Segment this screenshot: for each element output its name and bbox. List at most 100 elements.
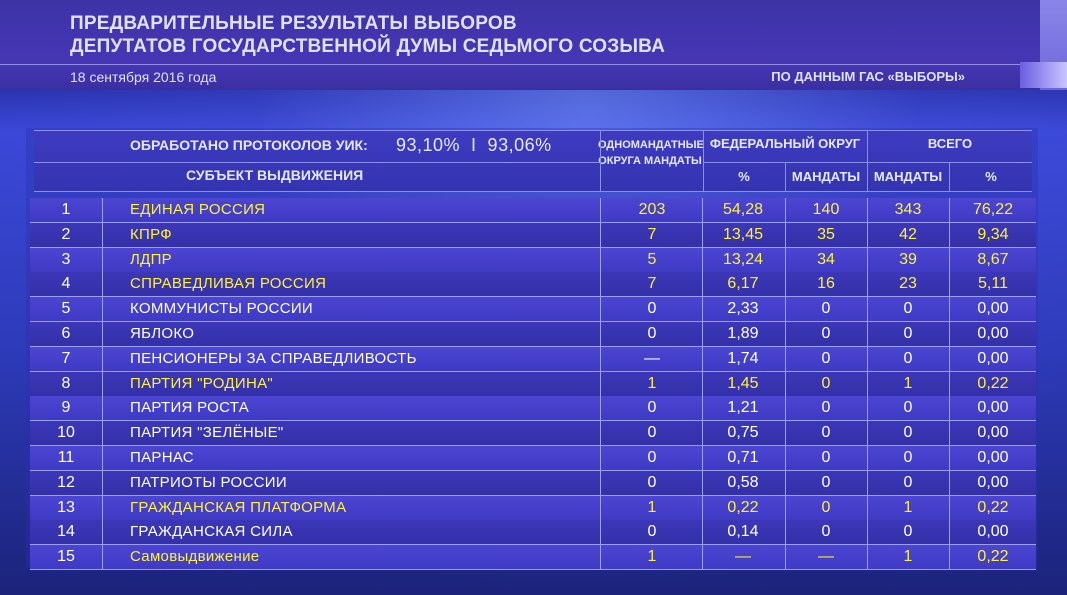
header-divider-v5 (949, 163, 950, 191)
table-row: 13 ГРАЖДАНСКАЯ ПЛАТФОРМА 1 0,22 0 1 0,22 (30, 495, 1036, 521)
single-mandates: 0 (647, 424, 657, 442)
party-name: Самовыдвижение (130, 548, 260, 566)
federal-mandates: 140 (812, 201, 840, 218)
table-row: 8 ПАРТИЯ "РОДИНА" 1 1,45 0 1 0,22 (30, 371, 1036, 397)
total-pct: 76,22 (972, 201, 1014, 218)
row-number: 8 (61, 374, 71, 392)
total-mandates: 39 (899, 250, 917, 268)
federal-mandates-header: МАНДАТЫ (791, 169, 861, 184)
header-divider-h1 (34, 162, 600, 163)
total-mandates: 0 (903, 424, 913, 442)
table-row: 14 ГРАЖДАНСКАЯ СИЛА 0 0,14 0 0 0,00 (30, 520, 1036, 546)
total-pct: 0,00 (977, 349, 1009, 367)
federal-pct: — (735, 548, 751, 566)
total-mandates: 0 (903, 449, 913, 466)
federal-pct: 2,33 (727, 300, 759, 318)
title-line-1: ПРЕДВАРИТЕЛЬНЫЕ РЕЗУЛЬТАТЫ ВЫБОРОВ (70, 13, 517, 34)
single-mandates: 1 (647, 498, 657, 516)
row-number: 12 (57, 473, 75, 491)
row-number: 6 (61, 325, 71, 342)
federal-mandates: 16 (817, 275, 835, 293)
total-pct: 0,22 (977, 374, 1009, 392)
total-mandates: 343 (894, 201, 922, 218)
row-number: 3 (61, 250, 71, 268)
total-pct: 0,22 (977, 498, 1009, 516)
subject-header: СУБЪЕКТ ВЫДВИЖЕНИЯ (186, 167, 364, 183)
table-row: 1 ЕДИНАЯ РОССИЯ 203 54,28 140 343 76,22 (30, 198, 1036, 223)
row-number: 4 (61, 275, 71, 293)
table-row: 3 ЛДПР 5 13,24 34 39 8,67 (30, 247, 1036, 273)
header-divider (0, 64, 1040, 65)
table-row: 10 ПАРТИЯ "ЗЕЛЁНЫЕ" 0 0,75 0 0 0,00 (30, 421, 1036, 447)
party-name: ПАРТИЯ "РОДИНА" (130, 374, 274, 392)
table-row: 11 ПАРНАС 0 0,71 0 0 0,00 (30, 446, 1036, 471)
total-mandates: 0 (903, 399, 913, 417)
table-row: 6 ЯБЛОКО 0 1,89 0 0 0,00 (30, 322, 1036, 347)
single-mandates: — (644, 349, 660, 367)
header-divider-v2 (703, 131, 704, 191)
single-mandate-header: ОДНОМАНДАТНЫЕ ОКРУГА МАНДАТЫ (598, 139, 704, 167)
total-pct: 0,22 (977, 548, 1009, 566)
total-mandates: 0 (903, 300, 913, 318)
total-pct: 0,00 (977, 523, 1009, 541)
total-mandates: 1 (903, 374, 913, 392)
federal-pct: 0,22 (727, 498, 759, 516)
single-mandates: 0 (647, 523, 657, 541)
total-mandates: 42 (899, 225, 917, 243)
row-number: 9 (61, 399, 71, 417)
single-mandates: 7 (647, 225, 657, 243)
total-mandates: 0 (903, 325, 913, 342)
federal-mandates: 0 (821, 399, 831, 417)
table-row: 15 Самовыдвижение 1 — — 1 0,22 (30, 545, 1036, 571)
federal-mandates: 0 (821, 473, 831, 491)
party-name: ПАТРИОТЫ РОССИИ (130, 473, 287, 491)
processed-label: ОБРАБОТАНО ПРОТОКОЛОВ УИК: (130, 137, 368, 153)
party-name: ЛДПР (130, 250, 172, 268)
federal-mandates: — (818, 548, 834, 566)
federal-mandates: 0 (821, 374, 831, 392)
total-pct: 0,00 (977, 473, 1009, 491)
party-name: ЯБЛОКО (130, 325, 195, 342)
single-mandates: 0 (647, 325, 657, 342)
single-mandates: 7 (647, 275, 657, 293)
header-divider-v4 (785, 163, 786, 191)
column-divider (785, 198, 786, 570)
party-name: ЕДИНАЯ РОССИЯ (130, 201, 266, 218)
federal-mandates: 0 (821, 349, 831, 367)
total-mandates: 0 (903, 349, 913, 367)
row-number: 14 (57, 523, 75, 541)
source-label: ПО ДАННЫМ ГАС «ВЫБОРЫ» (771, 69, 965, 84)
total-mandates-header: МАНДАТЫ (873, 169, 943, 184)
party-name: СПРАВЕДЛИВАЯ РОССИЯ (130, 275, 327, 293)
federal-pct: 1,45 (727, 374, 759, 392)
party-name: ПЕНСИОНЕРЫ ЗА СПРАВЕДЛИВОСТЬ (130, 349, 417, 367)
table-header: ОБРАБОТАНО ПРОТОКОЛОВ УИК: 93,10% I 93,0… (34, 130, 1032, 192)
single-mandates: 5 (647, 250, 657, 268)
federal-pct: 0,71 (727, 449, 759, 466)
single-mandates: 0 (647, 473, 657, 491)
total-mandates: 0 (903, 473, 913, 491)
federal-pct: 13,45 (722, 225, 764, 243)
federal-pct: 1,21 (727, 399, 759, 417)
column-divider (949, 198, 950, 570)
federal-mandates: 0 (821, 449, 831, 466)
header-banner: ПРЕДВАРИТЕЛЬНЫЕ РЕЗУЛЬТАТЫ ВЫБОРОВ ДЕПУТ… (0, 0, 1040, 90)
results-table-body: 1 ЕДИНАЯ РОССИЯ 203 54,28 140 343 76,22 2 КПРФ 7 1… (30, 198, 1036, 571)
row-number: 11 (57, 449, 75, 466)
table-row: 5 КОММУНИСТЫ РОССИИ 0 2,33 0 0 0,00 (30, 297, 1036, 323)
single-mandates: 1 (647, 374, 657, 392)
single-mandates: 0 (647, 399, 657, 417)
total-pct: 0,00 (977, 449, 1009, 466)
total-pct: 5,11 (978, 275, 1008, 293)
date-label: 18 сентября 2016 года (70, 69, 217, 85)
single-mandates: 0 (647, 300, 657, 318)
federal-pct: 54,28 (722, 201, 764, 218)
row-number: 15 (57, 548, 75, 566)
total-pct: 0,00 (977, 325, 1009, 342)
federal-pct: 1,74 (727, 349, 759, 367)
federal-district-header: ФЕДЕРАЛЬНЫЙ ОКРУГ (709, 136, 861, 151)
header-divider-v3 (867, 131, 868, 191)
total-pct-header: % (985, 169, 997, 184)
single-mandates: 0 (647, 449, 657, 466)
total-mandates: 1 (903, 548, 913, 566)
